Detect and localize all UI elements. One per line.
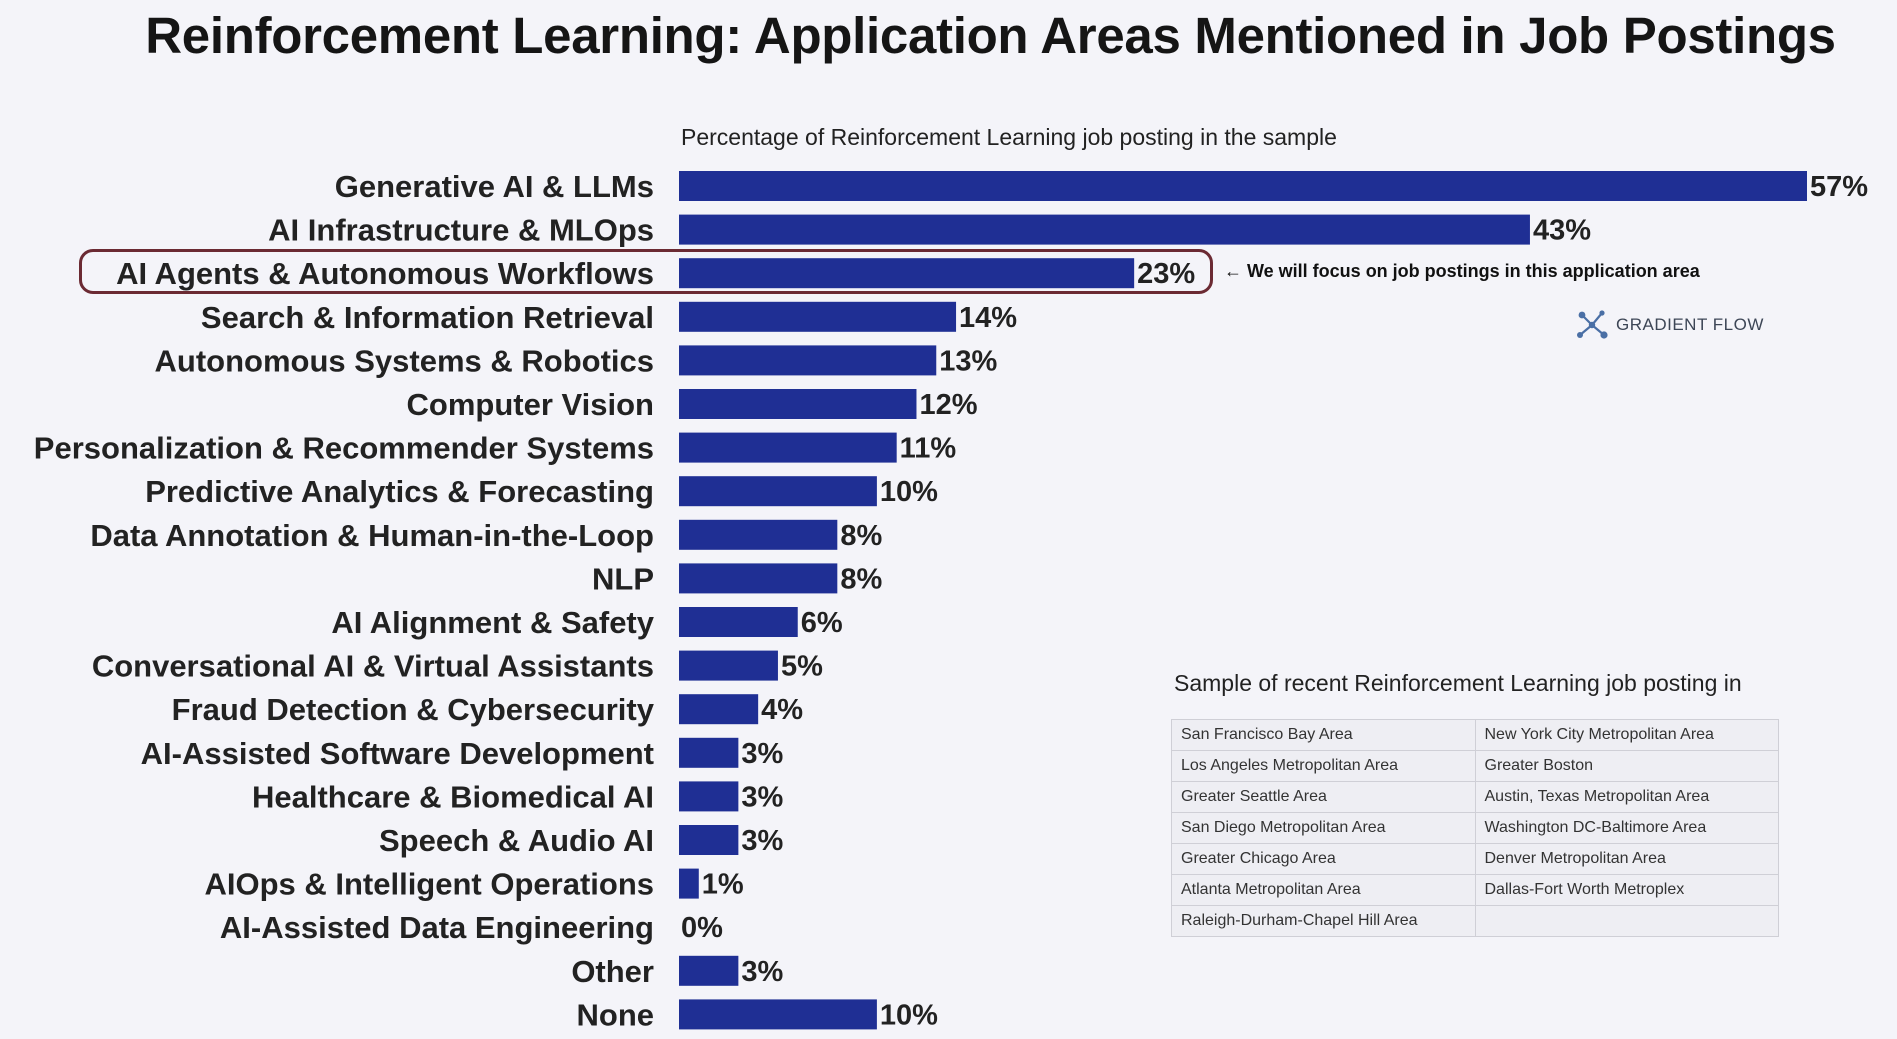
category-label: Other <box>571 954 654 989</box>
table-row: San Francisco Bay Area New York City Metr… <box>1171 719 1779 751</box>
bar <box>679 519 838 550</box>
value-label: 6% <box>801 607 843 639</box>
network-nodes-icon <box>1577 310 1608 339</box>
bar <box>679 476 877 507</box>
value-label: 5% <box>781 651 823 683</box>
category-label: AI-Assisted Software Development <box>141 736 654 771</box>
table-cell: Dallas-Fort Worth Metroplex <box>1474 874 1779 906</box>
logo-text: GRADIENT FLOW <box>1616 315 1764 334</box>
logo: GRADIENT FLOW <box>1574 307 1764 343</box>
table-cell: Atlanta Metropolitan Area <box>1171 874 1476 906</box>
category-label: AI Infrastructure & MLOps <box>268 213 654 248</box>
value-label: 11% <box>900 433 957 465</box>
table-cell: New York City Metropolitan Area <box>1474 719 1779 751</box>
value-label: 1% <box>702 869 744 901</box>
value-label: 4% <box>761 694 803 726</box>
category-label: AI-Assisted Data Engineering <box>220 910 654 945</box>
category-label: Predictive Analytics & Forecasting <box>145 474 654 509</box>
chart-subtitle: Percentage of Reinforcement Learning job… <box>681 124 1337 150</box>
table-row: Atlanta Metropolitan Area Dallas-Fort Wor… <box>1171 874 1779 906</box>
bar <box>679 737 739 768</box>
table-cell <box>1474 905 1779 937</box>
chart-title: Reinforcement Learning: Application Area… <box>145 7 1836 64</box>
bar <box>679 214 1530 245</box>
bar <box>679 389 917 419</box>
category-label: Search & Information Retrieval <box>201 300 654 335</box>
bar <box>679 432 897 463</box>
value-label: 12% <box>919 389 977 421</box>
value-label: 3% <box>741 825 783 857</box>
bar <box>679 345 937 376</box>
bar <box>679 694 759 725</box>
table-cell: Greater Chicago Area <box>1171 843 1476 875</box>
category-label: Healthcare & Biomedical AI <box>252 779 654 814</box>
category-label: None <box>577 997 655 1032</box>
bar <box>679 825 739 855</box>
value-label: 23% <box>1137 258 1195 290</box>
value-label: 14% <box>959 302 1017 334</box>
locations-table: San Francisco Bay Area New York City Metr… <box>1171 719 1779 937</box>
table-row: Greater Seattle Area Austin, Texas Metrop… <box>1171 781 1779 813</box>
bar <box>679 650 778 681</box>
category-label: Autonomous Systems & Robotics <box>155 343 655 378</box>
bar <box>679 301 957 332</box>
bar <box>679 607 798 637</box>
value-label: 8% <box>840 520 882 552</box>
category-label: Fraud Detection & Cybersecurity <box>172 692 655 727</box>
table-cell: San Francisco Bay Area <box>1171 719 1476 751</box>
value-label: 0% <box>681 912 723 944</box>
table-cell: Greater Boston <box>1474 750 1779 782</box>
category-label: AI Agents & Autonomous Workflows <box>116 256 654 291</box>
locations-table-title: Sample of recent Reinforcement Learning … <box>1174 670 1742 696</box>
bar <box>679 258 1135 289</box>
value-label: 8% <box>840 563 882 595</box>
bar <box>679 868 699 899</box>
category-label: AIOps & Intelligent Operations <box>204 867 654 902</box>
category-label: Speech & Audio AI <box>379 823 654 858</box>
table-row: Los Angeles Metropolitan Area Greater Bos… <box>1171 750 1779 782</box>
table-cell: Washington DC-Baltimore Area <box>1474 812 1779 844</box>
category-label: AI Alignment & Safety <box>331 605 654 640</box>
category-label: Generative AI & LLMs <box>335 169 654 204</box>
bar <box>679 999 877 1030</box>
table-row: Raleigh-Durham-Chapel Hill Area <box>1171 905 1779 937</box>
bar <box>679 781 739 812</box>
value-label: 57% <box>1810 171 1868 203</box>
value-label: 43% <box>1533 215 1591 247</box>
table-cell: Denver Metropolitan Area <box>1474 843 1779 875</box>
value-label: 10% <box>880 999 938 1031</box>
value-label: 10% <box>880 476 938 508</box>
value-label: 3% <box>741 956 783 988</box>
focus-annotation: ← We will focus on job postings in this … <box>1224 261 1700 281</box>
table-row: Greater Chicago Area Denver Metropolitan … <box>1171 843 1779 875</box>
value-label: 3% <box>741 781 783 813</box>
category-label: Conversational AI & Virtual Assistants <box>92 649 654 684</box>
bar <box>679 955 739 986</box>
category-label: Data Annotation & Human-in-the-Loop <box>90 518 654 553</box>
category-label: Computer Vision <box>407 387 654 422</box>
table-cell: Austin, Texas Metropolitan Area <box>1474 781 1779 813</box>
value-label: 3% <box>741 738 783 770</box>
table-cell: Raleigh-Durham-Chapel Hill Area <box>1171 905 1476 937</box>
table-cell: Greater Seattle Area <box>1171 781 1476 813</box>
table-row: San Diego Metropolitan Area Washington DC… <box>1171 812 1779 844</box>
bar <box>679 563 838 594</box>
bar <box>679 171 1807 201</box>
table-cell: San Diego Metropolitan Area <box>1171 812 1476 844</box>
table-cell: Los Angeles Metropolitan Area <box>1171 750 1476 782</box>
category-label: Personalization & Recommender Systems <box>34 431 654 466</box>
highlight-box <box>79 249 1213 294</box>
category-label: NLP <box>592 561 654 596</box>
value-label: 13% <box>939 345 997 377</box>
